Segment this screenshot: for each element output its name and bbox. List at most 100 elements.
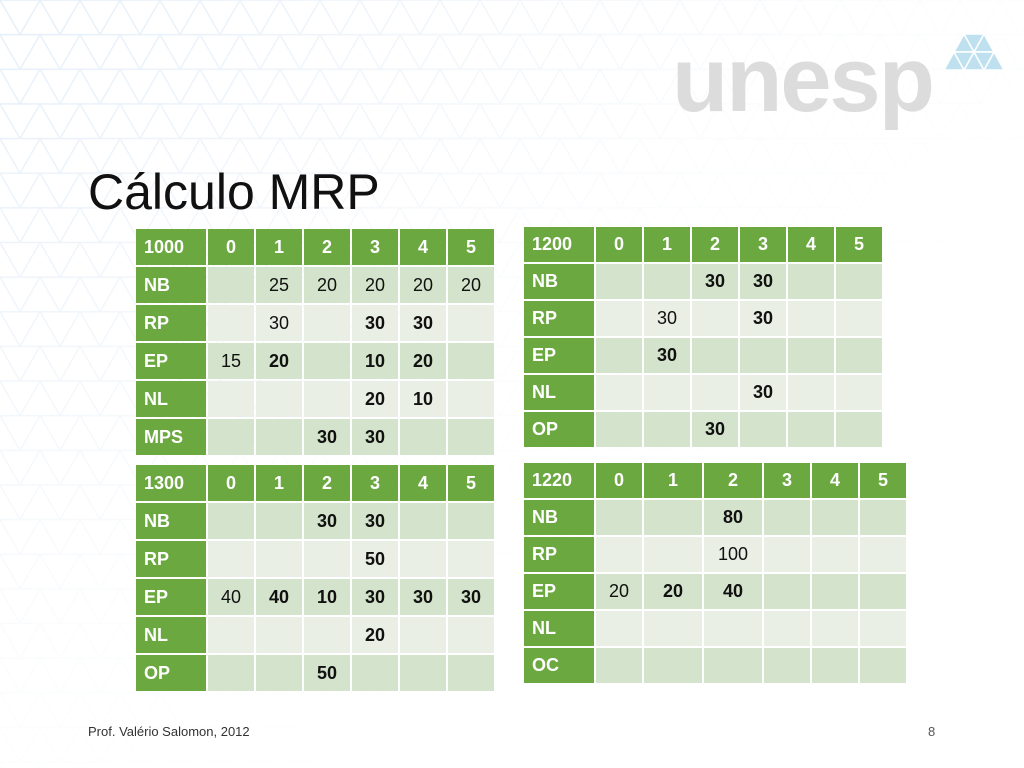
table-cell xyxy=(208,541,254,577)
period-header: 3 xyxy=(740,227,786,262)
table-cell xyxy=(208,503,254,539)
table-cell: 20 xyxy=(352,267,398,303)
table-cell xyxy=(208,381,254,417)
item-code-header: 1300 xyxy=(136,465,206,501)
table-cell xyxy=(208,617,254,653)
item-code-header: 1200 xyxy=(524,227,594,262)
table-cell: 40 xyxy=(256,579,302,615)
slide-title: Cálculo MRP xyxy=(88,164,380,220)
table-cell: 30 xyxy=(304,419,350,455)
table-cell xyxy=(812,500,858,535)
table-cell xyxy=(304,343,350,379)
table-row: OP 50 xyxy=(136,655,494,691)
table-cell xyxy=(836,301,882,336)
table-cell: 30 xyxy=(304,503,350,539)
table-cell xyxy=(448,503,494,539)
table-cell xyxy=(836,338,882,373)
table-row: NL 20 xyxy=(136,617,494,653)
table-cell xyxy=(860,537,906,572)
table-cell xyxy=(596,500,642,535)
table-cell: 25 xyxy=(256,267,302,303)
table-cell xyxy=(400,419,446,455)
table-cell xyxy=(596,611,642,646)
table-row: NB 30 30 xyxy=(524,264,882,299)
table-cell xyxy=(256,617,302,653)
period-header: 3 xyxy=(764,463,810,498)
period-header: 4 xyxy=(812,463,858,498)
table-cell xyxy=(208,655,254,691)
row-label: NB xyxy=(524,500,594,535)
table-cell xyxy=(400,655,446,691)
table-row: MPS 30 30 xyxy=(136,419,494,455)
row-label: OP xyxy=(524,412,594,447)
table-row: RP 30 30 xyxy=(524,301,882,336)
table-cell xyxy=(644,264,690,299)
table-cell: 30 xyxy=(692,264,738,299)
table-row: NB 30 30 xyxy=(136,503,494,539)
period-header: 5 xyxy=(448,465,494,501)
table-cell xyxy=(400,503,446,539)
table-cell xyxy=(596,375,642,410)
table-cell xyxy=(692,338,738,373)
period-header: 0 xyxy=(208,229,254,265)
row-label: NL xyxy=(524,611,594,646)
table-cell: 30 xyxy=(692,412,738,447)
item-code-header: 1220 xyxy=(524,463,594,498)
period-header: 4 xyxy=(400,229,446,265)
table-cell xyxy=(256,655,302,691)
table-cell xyxy=(400,617,446,653)
table-cell: 50 xyxy=(304,655,350,691)
table-cell xyxy=(644,648,702,683)
table-cell: 20 xyxy=(352,381,398,417)
table-row: NL 30 xyxy=(524,375,882,410)
table-cell xyxy=(764,611,810,646)
table-cell: 30 xyxy=(448,579,494,615)
table-cell xyxy=(860,648,906,683)
period-header: 4 xyxy=(788,227,834,262)
table-cell: 50 xyxy=(352,541,398,577)
table-cell xyxy=(448,541,494,577)
table-row: EP 30 xyxy=(524,338,882,373)
table-cell xyxy=(836,412,882,447)
row-label: NB xyxy=(136,267,206,303)
table-cell: 30 xyxy=(400,579,446,615)
mrp-table-1200: 1200 0 1 2 3 4 5 NB 30 30 RP 30 30 EP 30 NL 30 OP 30 xyxy=(522,225,884,449)
table-cell: 10 xyxy=(352,343,398,379)
period-header: 2 xyxy=(692,227,738,262)
table-cell xyxy=(812,648,858,683)
table-cell xyxy=(208,419,254,455)
period-header: 1 xyxy=(644,227,690,262)
table-cell xyxy=(352,655,398,691)
table-cell: 30 xyxy=(740,301,786,336)
row-label: RP xyxy=(524,537,594,572)
period-header: 1 xyxy=(256,465,302,501)
table-cell xyxy=(448,617,494,653)
table-cell xyxy=(704,648,762,683)
period-header: 5 xyxy=(448,229,494,265)
row-label: OC xyxy=(524,648,594,683)
table-row: EP 40 40 10 30 30 30 xyxy=(136,579,494,615)
table-cell xyxy=(596,301,642,336)
period-header: 0 xyxy=(208,465,254,501)
table-cell xyxy=(836,264,882,299)
period-header: 2 xyxy=(304,465,350,501)
table-cell xyxy=(448,655,494,691)
table-cell: 20 xyxy=(448,267,494,303)
table-cell xyxy=(208,267,254,303)
table-cell xyxy=(740,412,786,447)
table-cell xyxy=(644,412,690,447)
table-cell xyxy=(304,305,350,341)
table-cell xyxy=(764,648,810,683)
table-cell: 20 xyxy=(256,343,302,379)
row-label: NL xyxy=(136,617,206,653)
table-cell xyxy=(764,574,810,609)
table-header-row: 1300 0 1 2 3 4 5 xyxy=(136,465,494,501)
mrp-table-1000: 1000 0 1 2 3 4 5 NB 25 20 20 20 20 RP 30 30 30 EP 15 20 10 20… xyxy=(134,227,496,457)
table-row: OP 30 xyxy=(524,412,882,447)
table-cell xyxy=(304,541,350,577)
table-cell xyxy=(788,301,834,336)
page-number: 8 xyxy=(928,724,936,739)
table-cell xyxy=(788,375,834,410)
table-cell xyxy=(788,338,834,373)
table-cell xyxy=(596,264,642,299)
